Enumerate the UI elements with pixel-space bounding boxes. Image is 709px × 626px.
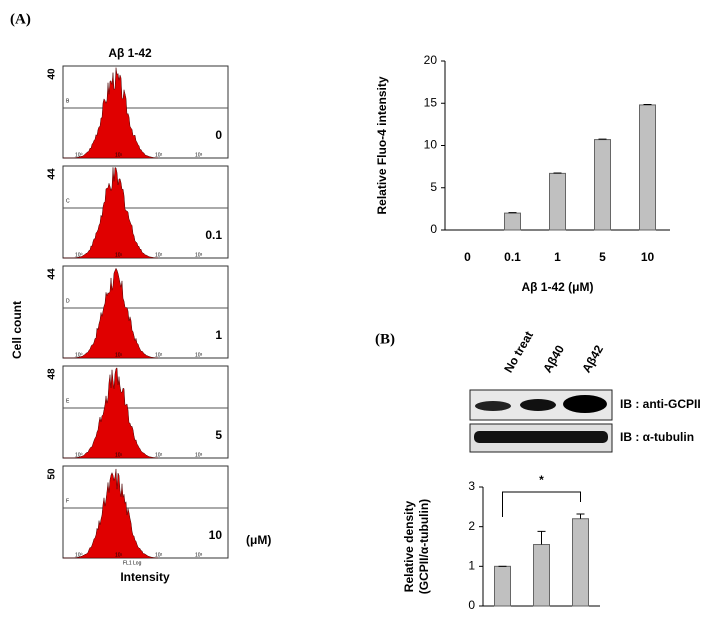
hist-tick: 10³ xyxy=(195,152,203,158)
band xyxy=(475,401,511,411)
histogram xyxy=(62,267,159,359)
panel-label: (A) xyxy=(10,11,31,27)
x-label: Aβ 1-42 (μM) xyxy=(521,280,593,294)
hist-frame xyxy=(62,365,229,459)
row-label: IB : anti-GCPII xyxy=(620,397,701,411)
hist-tick: 10¹ xyxy=(115,552,123,558)
hist-frame xyxy=(62,265,229,359)
bar xyxy=(572,518,589,607)
y-tick-label: 20 xyxy=(424,53,438,67)
hist-frame xyxy=(62,165,229,259)
hist-tick: 10⁰ xyxy=(75,552,83,558)
dose-label: 0 xyxy=(215,128,222,142)
hist-tick: 10² xyxy=(155,252,163,258)
bar xyxy=(533,544,550,607)
hist-frame xyxy=(62,65,229,159)
y-tick-label: 0 xyxy=(468,598,475,612)
hist-ymax: 44 xyxy=(47,268,58,280)
row-label: IB : α-tubulin xyxy=(620,430,694,444)
error-bar xyxy=(537,530,546,545)
bar xyxy=(639,104,656,231)
y-label: Cell count xyxy=(10,301,24,359)
hist-axis-name: FL1 Log xyxy=(123,560,142,566)
bar xyxy=(494,565,511,607)
histogram xyxy=(62,468,159,559)
hist-tick: 10² xyxy=(155,552,163,558)
gate-label: E xyxy=(66,398,70,404)
hist-tick: 10² xyxy=(155,352,163,358)
unit: (μM) xyxy=(246,533,271,547)
dose-label: 5 xyxy=(215,428,222,442)
x-tick-label: 0.1 xyxy=(504,250,521,264)
bar xyxy=(504,212,521,231)
hist-ymax: 50 xyxy=(47,468,58,480)
hist-tick: 10⁰ xyxy=(75,252,83,258)
bar xyxy=(549,172,566,231)
y-tick-label: 0 xyxy=(430,222,437,236)
y-tick-label: 5 xyxy=(430,180,437,194)
hist-tick: 10⁰ xyxy=(75,452,83,458)
y-label: Relative Fluo-4 intensity xyxy=(375,76,389,214)
hist-tick: 10¹ xyxy=(115,352,123,358)
band xyxy=(563,395,607,413)
histogram xyxy=(62,67,159,159)
x-tick-label: 10 xyxy=(641,250,655,264)
gate-label: D xyxy=(66,298,70,304)
hist-tick: 10³ xyxy=(195,452,203,458)
error-bar xyxy=(576,513,585,519)
hist-ymax: 48 xyxy=(47,368,58,380)
hist-tick: 10¹ xyxy=(115,452,123,458)
y-tick-label: 2 xyxy=(468,519,475,533)
y-tick-label: 3 xyxy=(468,479,475,493)
lane-label: Aβ42 xyxy=(579,342,606,375)
lane-label: Aβ40 xyxy=(540,342,567,375)
band xyxy=(520,399,556,411)
y-label: Relative density xyxy=(402,500,416,592)
sig-bracket xyxy=(502,491,581,517)
x-tick-label: 5 xyxy=(599,250,606,264)
y-tick-label: 15 xyxy=(424,95,438,109)
bar xyxy=(594,139,611,231)
x-label: Intensity xyxy=(120,570,170,584)
gate-label: F xyxy=(66,498,69,504)
hist-tick: 10³ xyxy=(195,252,203,258)
dose-label: 1 xyxy=(215,328,222,342)
hist-tick: 10² xyxy=(155,452,163,458)
gate-label: C xyxy=(66,198,70,204)
hist-tick: 10¹ xyxy=(115,252,123,258)
gate-label: B xyxy=(66,98,70,104)
hist-tick: 10⁰ xyxy=(75,152,83,158)
hist-tick: 10³ xyxy=(195,552,203,558)
hist-tick: 10³ xyxy=(195,352,203,358)
lane-label: No treat xyxy=(501,329,536,375)
y-tick-label: 10 xyxy=(424,138,438,152)
histogram xyxy=(62,167,159,259)
y-label: (GCPII/α-tubulin) xyxy=(417,499,431,594)
hist-tick: 10¹ xyxy=(115,152,123,158)
histogram xyxy=(62,367,159,459)
y-tick-label: 1 xyxy=(468,559,475,573)
x-tick-label: 1 xyxy=(554,250,561,264)
panel-label: (B) xyxy=(375,331,395,347)
hist-frame xyxy=(62,465,229,559)
x-tick-label: 0 xyxy=(464,250,471,264)
band xyxy=(474,431,608,443)
hist-ymax: 44 xyxy=(47,168,58,180)
hist-ymax: 40 xyxy=(47,68,58,80)
hist-tick: 10⁰ xyxy=(75,352,83,358)
annotation: * xyxy=(539,473,544,487)
dose-label: 0.1 xyxy=(205,228,222,242)
hist-tick: 10² xyxy=(155,152,163,158)
hist-title: Aβ 1-42 xyxy=(108,46,152,60)
dose-label: 10 xyxy=(209,528,223,542)
